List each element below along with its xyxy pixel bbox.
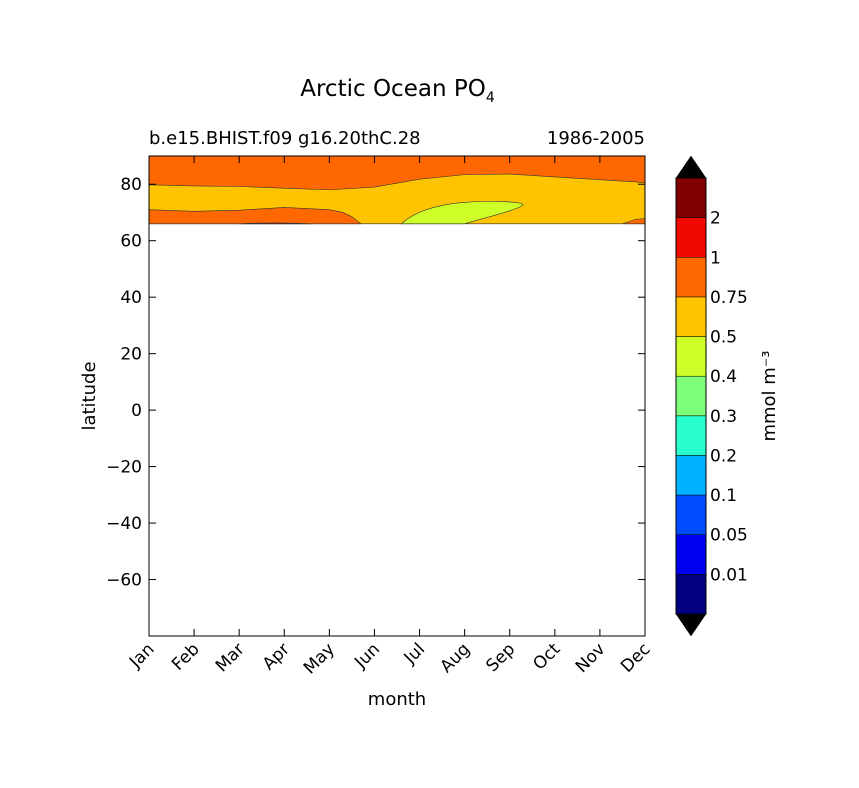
colorbar-tick-label: 0.05 [710,526,748,546]
colorbar-segment [675,217,707,258]
colorbar-extend-low [675,613,707,637]
colorbar-tick-label: 0.75 [710,288,748,308]
colorbar-tick-label: 0.3 [710,407,737,427]
colorbar-segment [675,415,707,456]
x-tick-label: Oct [529,639,564,674]
chart-title: Arctic Ocean PO4 [300,76,495,106]
colorbar-segment [675,574,707,615]
x-tick-label: Jul [400,639,429,668]
y-tick-label: 80 [120,175,142,195]
colorbar-tick-label: 0.2 [710,446,737,466]
x-tick-label: Apr [259,639,294,674]
colorbar-extend-high [675,155,707,179]
subtitle-left: b.e15.BHIST.f09 g16.20thC.28 [149,128,421,149]
x-axis-label: month [368,689,426,710]
colorbar: 0.01 0.05 0.1 0.2 0.3 0.4 0.5 0.75 1 2 [675,155,748,637]
colorbar-tick-label: 0.01 [710,565,748,585]
x-tick-label: Feb [168,639,203,674]
x-tick-label: Jun [350,639,384,673]
y-tick-label: −60 [106,571,142,591]
colorbar-segment [675,455,707,496]
subtitle-right: 1986-2005 [547,128,645,149]
x-tick-label: Sep [482,639,519,676]
x-tick-label: Jan [125,639,158,672]
plot-area [148,155,646,637]
y-tick-label: −40 [106,514,142,534]
colorbar-segment [675,375,707,417]
colorbar-tick-label: 0.4 [710,367,737,387]
colorbar-tick-label: 1 [710,248,721,268]
contour-band-04-05 [400,201,524,225]
colorbar-segment [675,177,707,218]
y-tick-label: −20 [106,458,142,478]
colorbar-tick-label: 0.5 [710,328,737,348]
y-tick-label: 20 [120,345,142,365]
colorbar-segment [675,296,707,337]
y-axis: −60 −40 −20 0 20 40 60 80 [106,175,645,591]
x-tick-label: Aug [437,639,475,677]
x-tick-label: Nov [572,639,610,677]
colorbar-tick-label: 2 [710,209,721,229]
x-tick-label: May [300,639,339,678]
contour-band-075-1-lower [148,207,362,225]
colorbar-segment [675,257,707,298]
colorbar-segment [675,494,707,535]
colorbar-segment [675,336,707,377]
y-tick-label: 40 [120,288,142,308]
x-axis: Jan Feb Mar Apr May Jun Jul Aug Sep Oct Nov Dec [125,156,655,678]
colorbar-tick-label: 0.1 [710,486,737,506]
plot-frame [148,155,646,637]
x-tick-label: Dec [617,639,654,676]
y-axis-label: latitude [79,361,100,430]
colorbar-segment [675,534,707,575]
x-tick-label: Mar [212,639,249,676]
y-tick-label: 60 [120,232,142,252]
y-tick-label: 0 [131,401,142,421]
contour-band-1-2 [239,222,312,225]
colorbar-frame [675,177,707,615]
colorbar-label: mmol m⁻³ [759,350,780,441]
